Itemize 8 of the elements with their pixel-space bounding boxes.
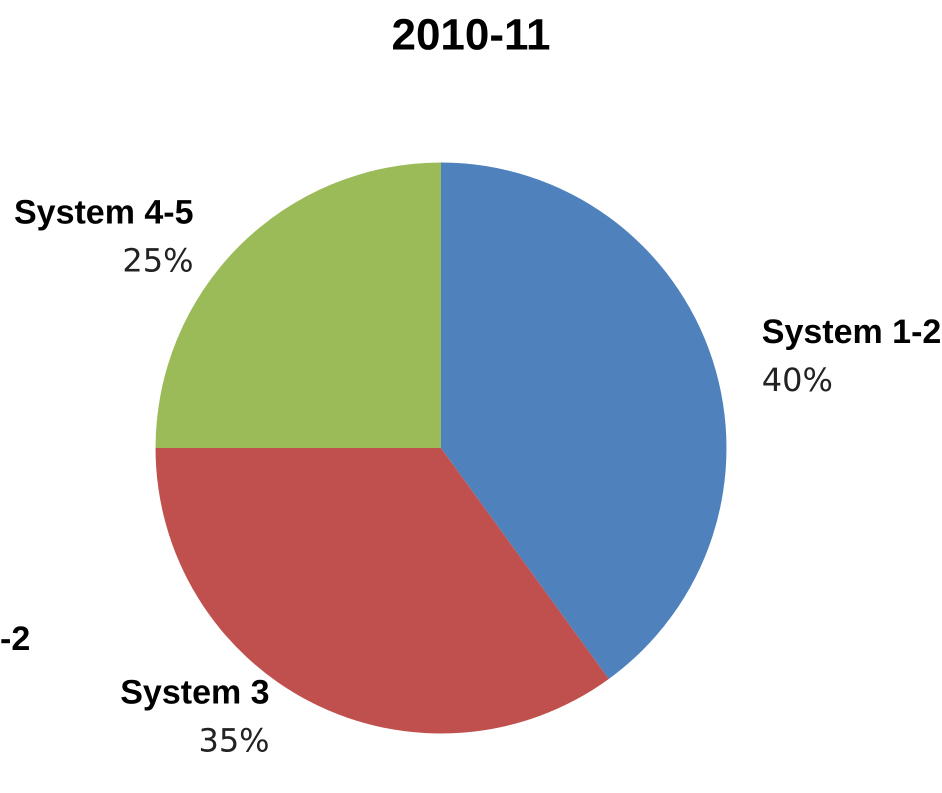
slice-label: System 3 xyxy=(120,674,270,712)
data-label: 40% xyxy=(762,361,833,400)
chart-title: 2010-11 xyxy=(391,10,551,60)
slice-label: System 4-5 xyxy=(14,194,194,232)
data-label: 25% xyxy=(122,242,194,280)
slice-label: System 1-2 xyxy=(762,313,942,352)
text: -2 xyxy=(0,620,30,658)
data-label: 35% xyxy=(198,722,270,760)
